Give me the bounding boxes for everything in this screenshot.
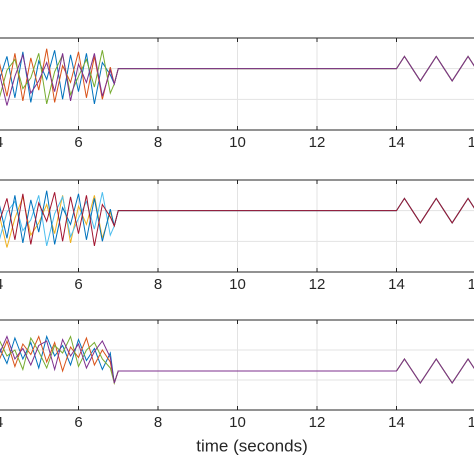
x-tick-label: 4 [0,134,3,151]
x-tick-label: 6 [74,414,82,431]
x-tick-label: 14 [388,276,405,293]
data-line [0,192,474,247]
x-tick-label: 12 [309,276,326,293]
data-line [0,53,474,106]
x-tick-label: 6 [74,134,82,151]
x-tick-label: 8 [154,414,162,431]
x-tick-label: 14 [388,134,405,151]
x-tick-label: 10 [229,134,246,151]
x-tick-label: 16 [468,414,474,431]
x-tick-label: 4 [0,276,3,293]
x-tick-label: 4 [0,414,3,431]
x-tick-label: 14 [388,414,405,431]
x-tick-label: 16 [468,134,474,151]
x-tick-label: 6 [74,276,82,293]
x-axis-label: time (seconds) [196,436,307,455]
x-tick-label: 12 [309,414,326,431]
x-tick-label: 10 [229,276,246,293]
x-tick-label: 8 [154,276,162,293]
x-tick-label: 12 [309,134,326,151]
x-tick-label: 16 [468,276,474,293]
x-tick-label: 8 [154,134,162,151]
x-tick-label: 10 [229,414,246,431]
data-line [0,335,474,384]
